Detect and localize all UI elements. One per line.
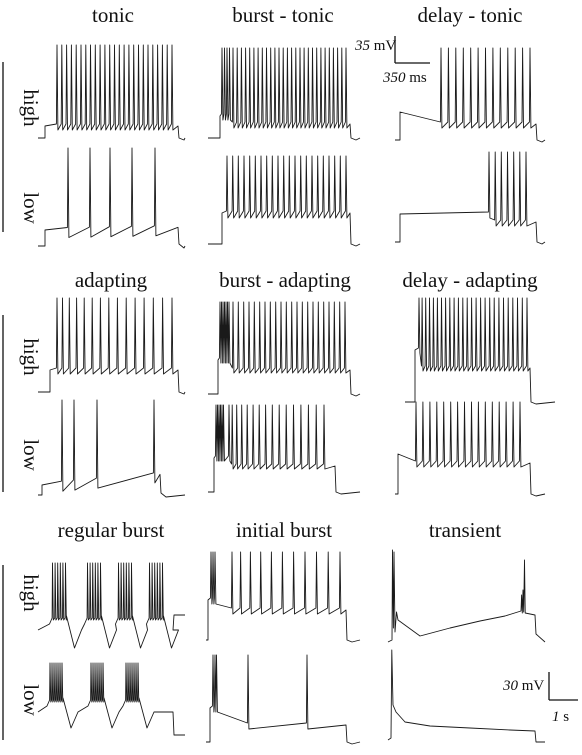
trace-adapting-high [38, 297, 186, 395]
panel-title-delay-tonic: delay - tonic [418, 3, 523, 27]
trace-delaytonic-high [395, 47, 546, 143]
trace-delayadapting-low [395, 401, 546, 497]
scale-bar-bottom-voltage-label: 30 mV [502, 678, 544, 694]
panel-title-tonic: tonic [92, 3, 134, 27]
trace-transient-high [387, 549, 546, 643]
trace-delayadapting-high [405, 297, 556, 405]
row-label-low-1: low [19, 192, 43, 224]
row-label-low-3: low [19, 684, 43, 716]
trace-burstadapting-low [208, 404, 361, 495]
trace-regularburst-low [37, 662, 185, 736]
row-label-high-1: high [19, 89, 43, 127]
panel-title-initial-burst: initial burst [236, 518, 332, 542]
trace-bursttonic-low [208, 155, 361, 247]
trace-initialburst-low [206, 654, 361, 745]
panel-title-delay-adapting: delay - adapting [402, 268, 538, 292]
scale-bar-top-time-label: 350 ms [382, 70, 427, 86]
trace-transient-low [387, 649, 545, 743]
scale-bar-top: 35 mV 350 ms [354, 36, 430, 86]
trace-burstadapting-high [208, 301, 361, 397]
scale-bar-top-voltage-label: 35 mV [354, 38, 396, 54]
panel-title-regular-burst: regular burst [58, 518, 165, 542]
voltage-traces [37, 44, 556, 745]
row-label-high-3: high [19, 574, 43, 612]
trace-bursttonic-high [208, 47, 361, 141]
trace-adapting-low [38, 399, 186, 498]
panel-title-transient: transient [429, 518, 501, 542]
scale-bar-bottom: 30 mV 1 s [502, 672, 578, 725]
panel-title-burst-tonic: burst - tonic [232, 3, 333, 27]
trace-regularburst-high [37, 562, 185, 649]
trace-tonic-high [38, 44, 186, 141]
trace-initialburst-high [206, 551, 361, 643]
scale-bar-bottom-time-label: 1 s [552, 709, 569, 725]
panel-title-burst-adapting: burst - adapting [219, 268, 351, 292]
row-label-low-2: low [19, 439, 43, 471]
trace-delaytonic-low [395, 151, 546, 245]
trace-tonic-low [38, 147, 186, 249]
row-label-high-2: high [19, 338, 43, 376]
panel-title-adapting: adapting [75, 268, 148, 292]
